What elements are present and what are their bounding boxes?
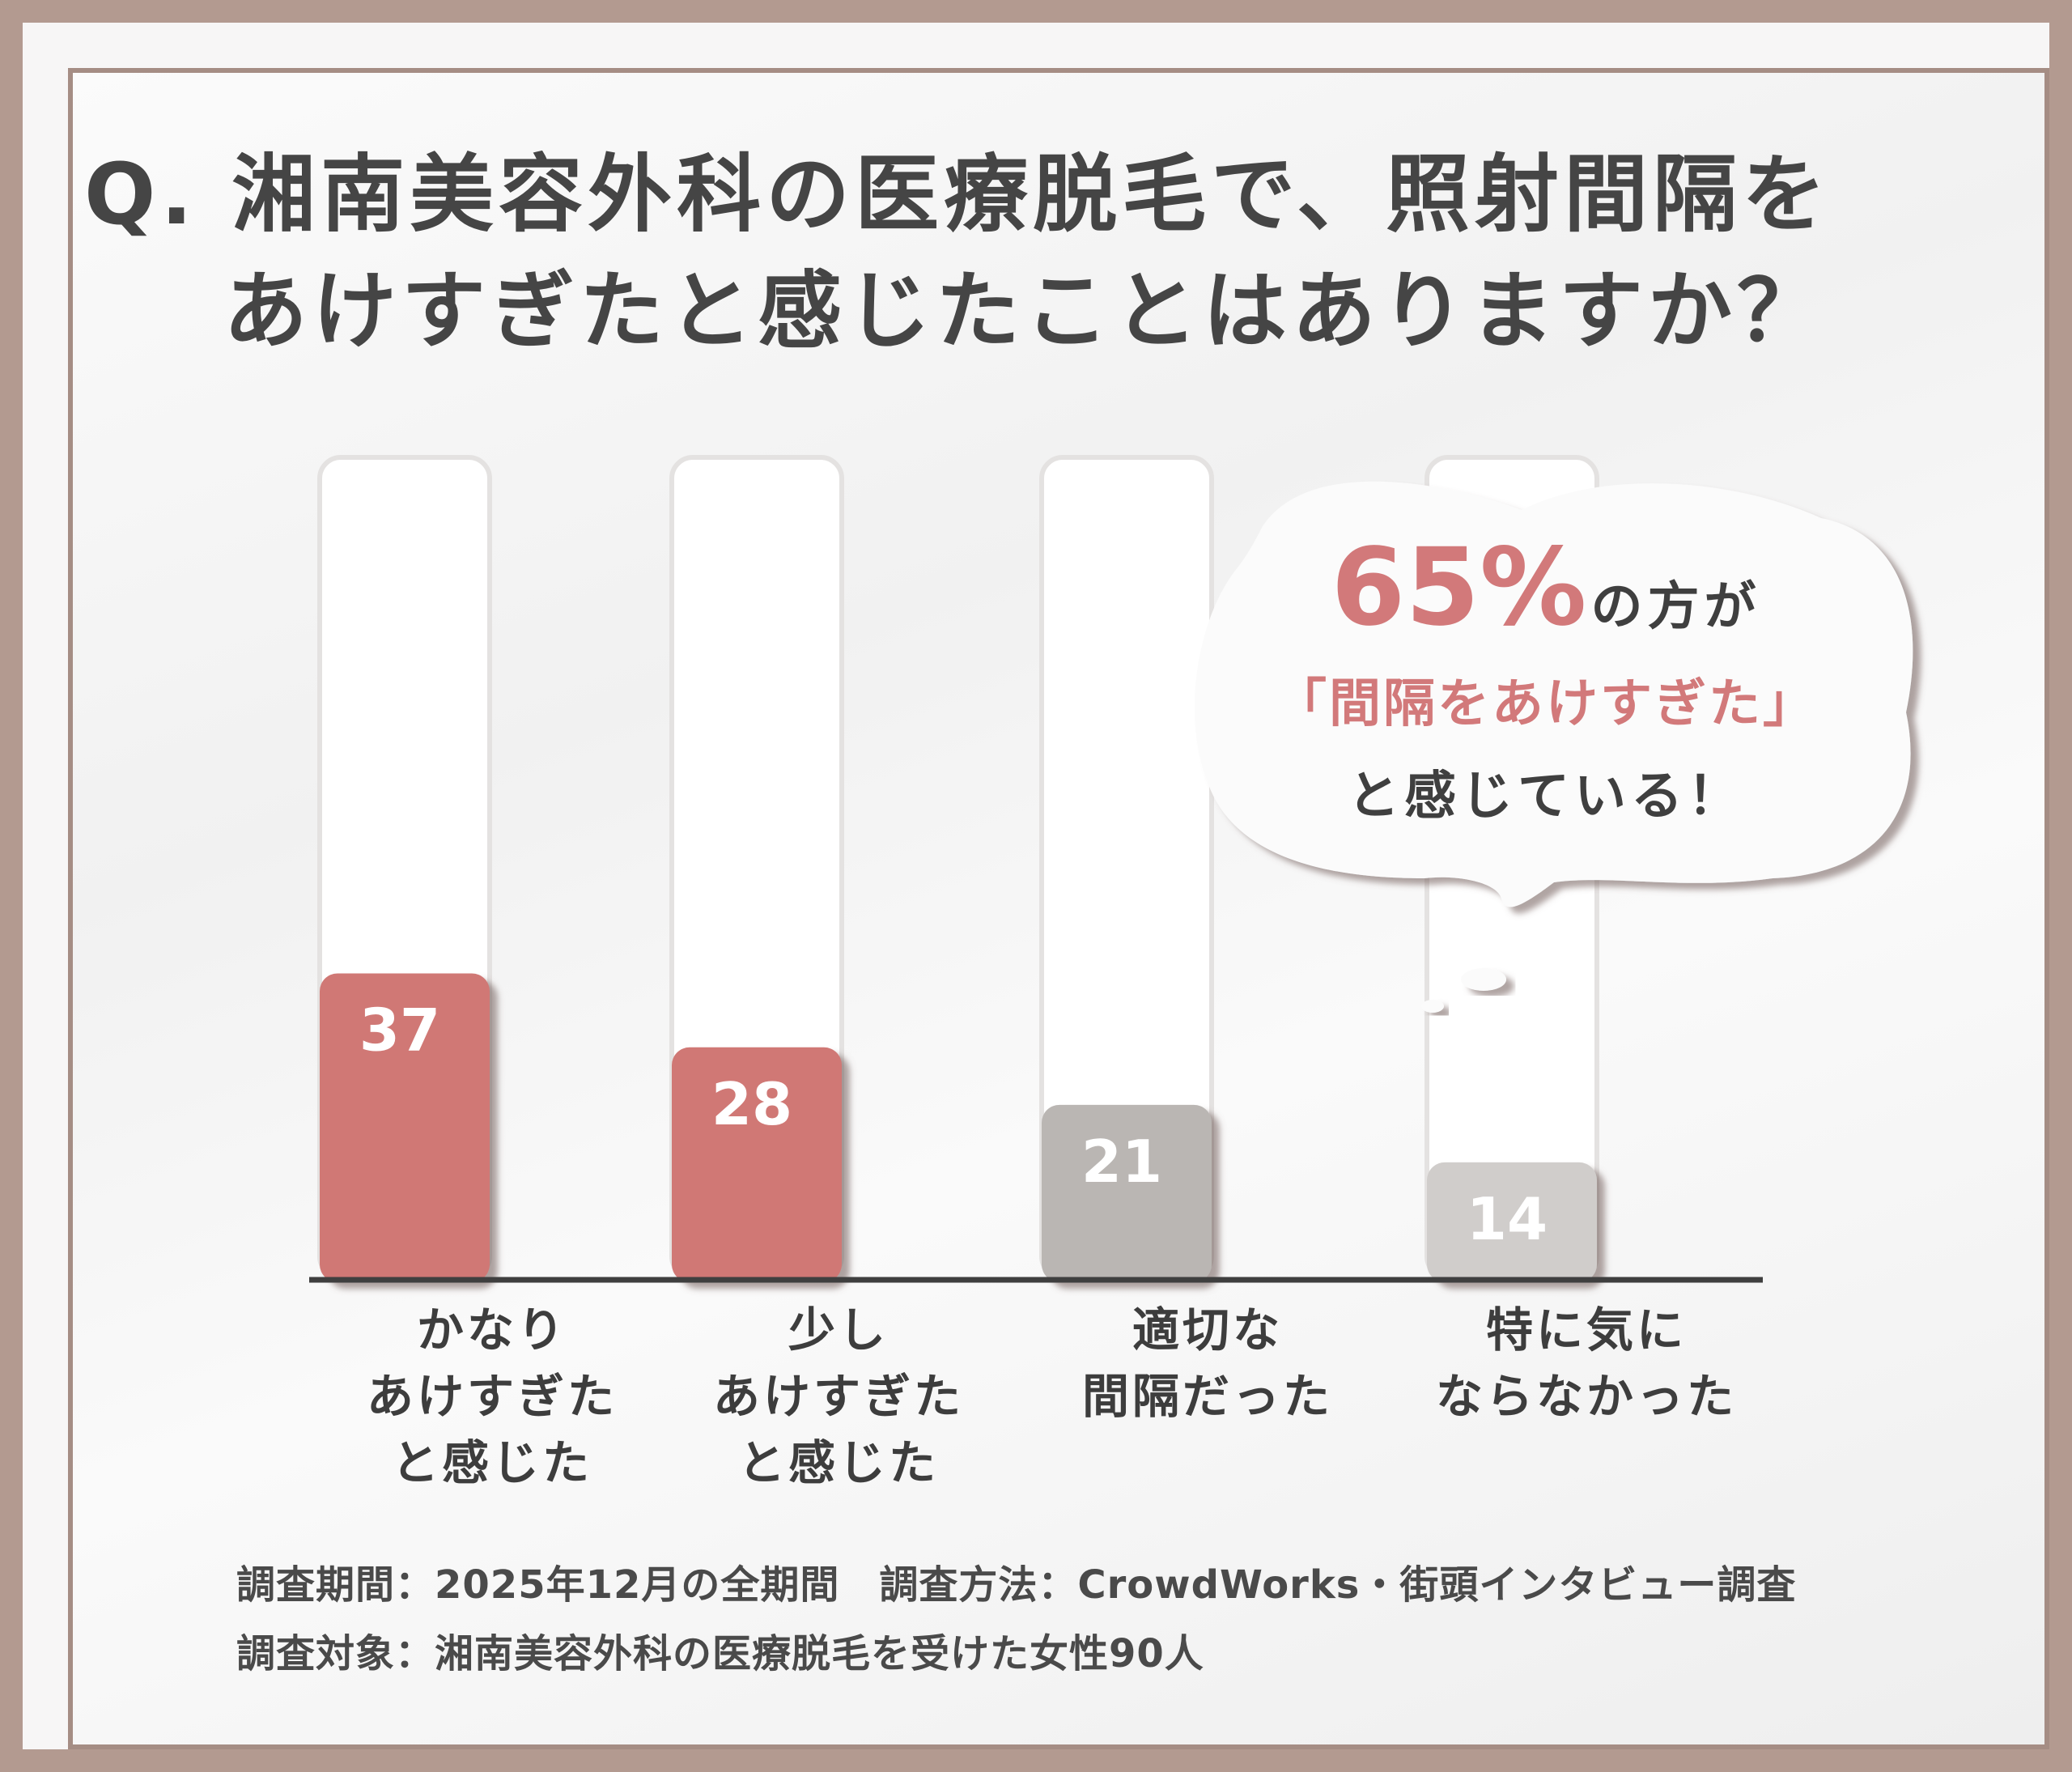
callout-percent: 65% <box>1331 525 1587 650</box>
value-label-3: 14 <box>1467 1185 1548 1253</box>
speech-bubble <box>1194 481 1913 1013</box>
callout-line-3: と感じている！ <box>1348 767 1744 827</box>
survey-period-method: 調査期間：2025年12月の全期間 調査方法：CrowdWorks・街頭インタビ… <box>236 1562 1797 1608</box>
bubble-dot-small <box>1421 1000 1444 1013</box>
speech-bubble-body <box>1194 481 1913 907</box>
category-label-1: 少し あけすぎた と感じた <box>712 1302 964 1490</box>
bar-3 <box>1427 1162 1597 1282</box>
value-label-2: 21 <box>1081 1128 1162 1196</box>
bars <box>320 973 1597 1282</box>
bar-1 <box>672 1047 842 1282</box>
callout-text: 65% の方が 「間隔をあけすぎた」 と感じている！ <box>1190 534 1902 829</box>
callout-line-1: 65% の方が <box>1190 534 1902 641</box>
value-labels: 37 28 21 14 <box>359 996 1548 1252</box>
question-title-line-1: Q. 湘南美容外科の医療脱毛で、照射間隔を <box>84 145 1831 244</box>
value-label-0: 37 <box>359 996 440 1064</box>
category-label-0: かなり あけすぎた と感じた <box>366 1302 618 1490</box>
bar-2 <box>1042 1104 1212 1282</box>
bar-0 <box>320 973 490 1282</box>
question-title-line-2: あけすぎたと感じたことはありますか？ <box>223 261 1827 360</box>
category-label-2: 適切な 間隔だった <box>1081 1302 1333 1424</box>
value-label-1: 28 <box>711 1070 792 1138</box>
bubble-dot-large <box>1461 968 1506 991</box>
survey-target: 調査対象：湘南美容外科の医療脱毛を受けた女性90人 <box>236 1631 1204 1676</box>
callout-line-1-rest: の方が <box>1590 577 1761 637</box>
category-label-3: 特に気に ならなかった <box>1435 1302 1737 1424</box>
callout-line-2: 「間隔をあけすぎた」 <box>1275 674 1817 734</box>
